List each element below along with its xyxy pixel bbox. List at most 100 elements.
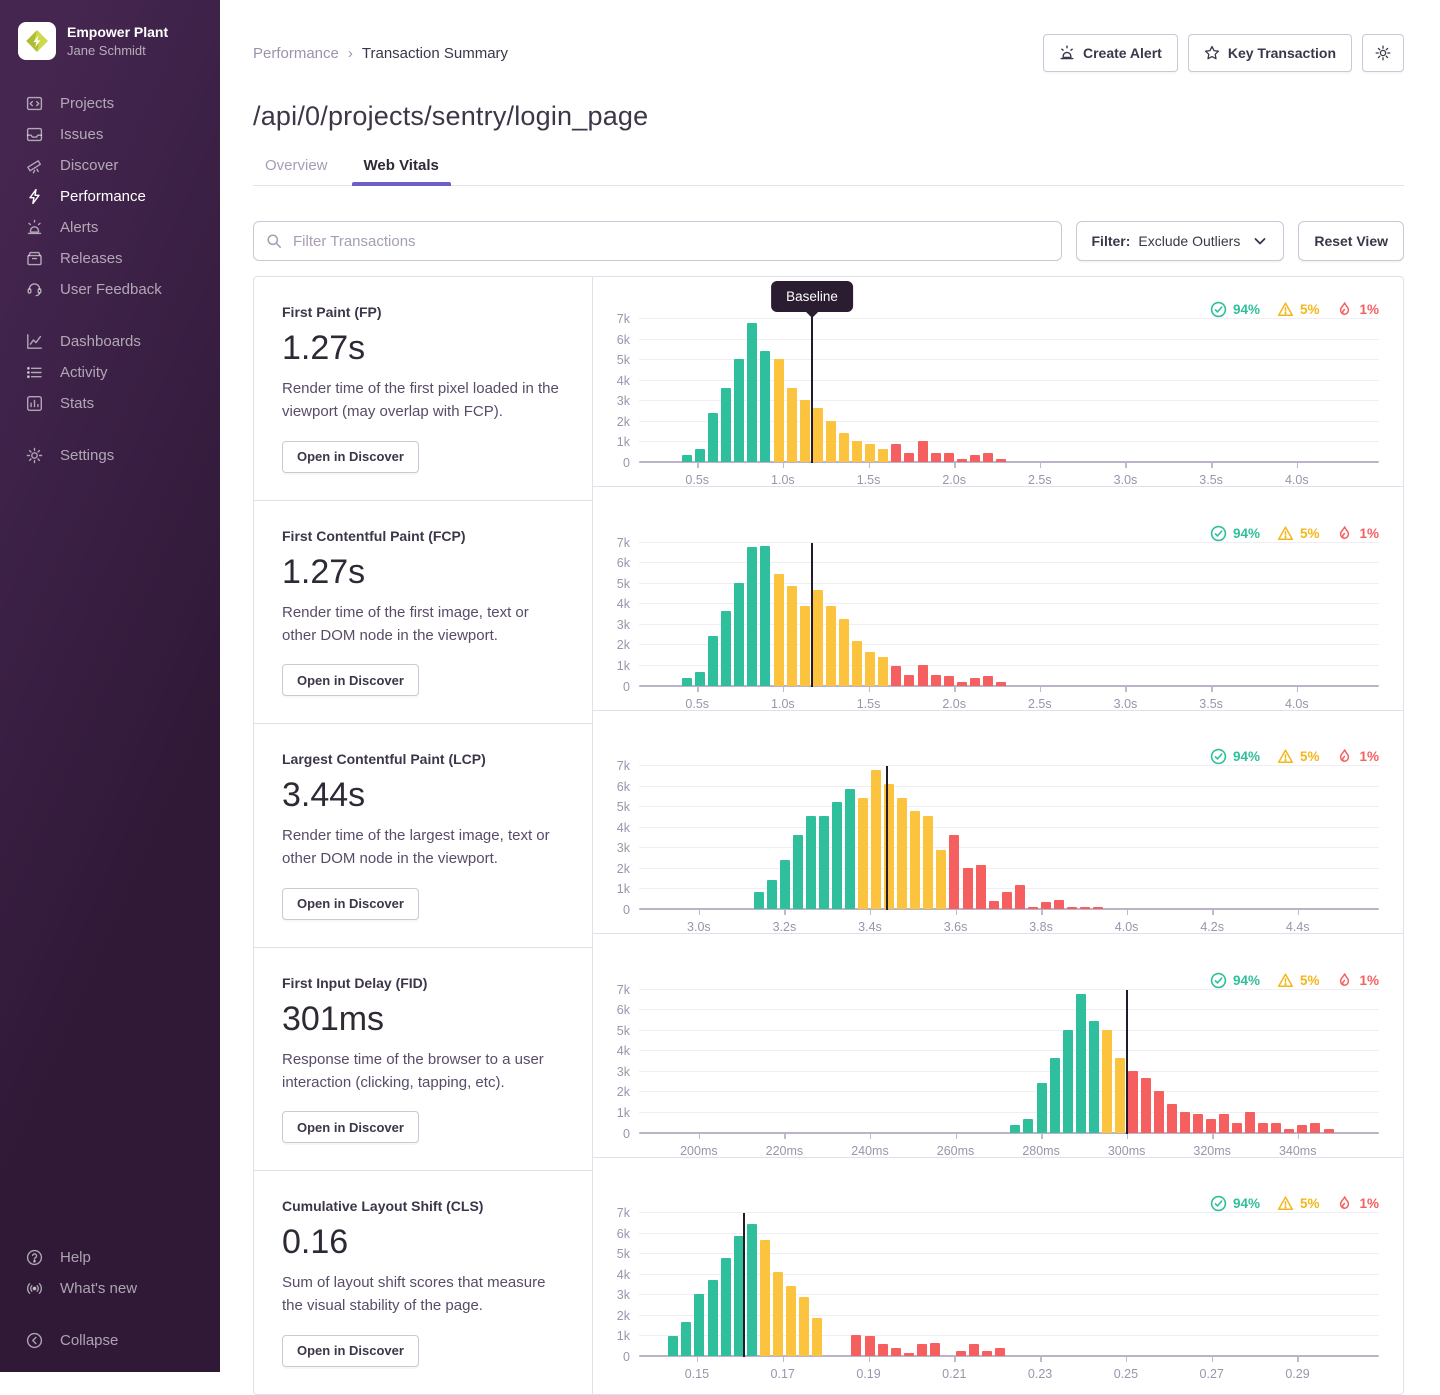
x-axis-label: 0.17 xyxy=(770,1367,795,1381)
histogram-bar-good xyxy=(819,816,829,909)
y-axis-label: 7k xyxy=(616,535,630,550)
filter-dropdown-button[interactable]: Filter: Exclude Outliers xyxy=(1075,221,1285,261)
sidebar-item-dashboards[interactable]: Dashboards xyxy=(0,326,220,357)
y-axis-label: 7k xyxy=(616,759,630,773)
vital-value: 301ms xyxy=(282,999,385,1038)
histogram-bar-meh xyxy=(825,420,836,462)
sidebar-item-label: Releases xyxy=(60,250,123,267)
histogram-bar-good xyxy=(721,387,732,462)
whats-new-icon xyxy=(26,1280,43,1297)
org-switcher[interactable]: Empower Plant Jane Schmidt xyxy=(0,18,220,64)
page-title: /api/0/projects/sentry/login_page xyxy=(253,101,649,131)
sidebar-item-activity[interactable]: Activity xyxy=(0,357,220,388)
org-user: Jane Schmidt xyxy=(67,43,146,59)
reset-view-button[interactable]: Reset View xyxy=(1298,221,1404,261)
sidebar-item-user-feedback[interactable]: User Feedback xyxy=(0,274,220,305)
star-icon xyxy=(1204,45,1219,60)
x-axis-tick xyxy=(1211,463,1213,468)
x-axis-label: 260ms xyxy=(936,1143,975,1158)
histogram-bar-good xyxy=(708,636,719,686)
histogram-bar-poor xyxy=(1180,1111,1191,1133)
histogram-bar-poor xyxy=(903,1352,914,1356)
histogram-bar-poor xyxy=(982,1350,993,1356)
fire-icon xyxy=(1340,972,1350,986)
chart-legend: 94% 5% 1% xyxy=(1210,972,1379,989)
sidebar-item-performance[interactable]: Performance xyxy=(0,181,220,212)
user-feedback-icon xyxy=(26,281,43,298)
gridline xyxy=(639,785,1379,787)
x-axis-tick xyxy=(1297,1133,1300,1139)
breadcrumb-performance[interactable]: Performance xyxy=(253,44,339,62)
histogram-bar-good xyxy=(1023,1119,1034,1133)
key-transaction-button[interactable]: Key Transaction xyxy=(1187,34,1352,72)
x-axis-label: 0.27 xyxy=(1199,1367,1224,1381)
open-in-discover-button[interactable]: Open in Discover xyxy=(282,1334,419,1367)
histogram-bar-good xyxy=(792,834,803,909)
baseline-line xyxy=(743,1213,746,1357)
sidebar-item-discover[interactable]: Discover xyxy=(0,150,220,181)
stats-icon xyxy=(26,395,43,412)
gridline xyxy=(639,1273,1379,1275)
x-axis-tick xyxy=(1125,686,1127,692)
sidebar-item-stats[interactable]: Stats xyxy=(0,388,220,419)
x-axis-tick xyxy=(954,686,956,692)
x-axis-label: 0.29 xyxy=(1285,1367,1310,1381)
chart-legend: 94% 5% 1% xyxy=(1210,1195,1379,1212)
gridline xyxy=(639,644,1379,646)
y-axis-label: 5k xyxy=(616,1023,630,1038)
gridline xyxy=(639,826,1379,828)
fire-icon xyxy=(1340,749,1350,763)
histogram-bar-good xyxy=(747,323,758,462)
open-in-discover-button[interactable]: Open in Discover xyxy=(282,664,419,696)
sidebar-item-label: Alerts xyxy=(60,219,99,236)
gridline xyxy=(639,1070,1379,1072)
sidebar-item-releases[interactable]: Releases xyxy=(0,243,220,274)
vital-description: Render time of the first image, text or … xyxy=(282,603,529,644)
vital-info-fcp: First Contentful Paint (FCP) 1.27s Rende… xyxy=(254,500,593,724)
sidebar-item-alerts[interactable]: Alerts xyxy=(0,212,220,243)
x-axis-tick xyxy=(1041,910,1043,915)
vital-value: 1.27s xyxy=(282,552,366,591)
sidebar-item-what-s-new[interactable]: What's new xyxy=(0,1273,220,1304)
vital-chart-fid: 94% 5% 1% 0 1k 2k 3k 4k 5k 6k 7k 200ms 220ms 240ms… xyxy=(593,948,1403,1158)
y-axis-label: 0 xyxy=(623,456,630,470)
baseline-line xyxy=(886,766,889,910)
vital-description: Sum of layout shift scores that measure … xyxy=(282,1274,546,1315)
histogram-bar-poor xyxy=(1053,899,1064,909)
legend-poor-value: 1% xyxy=(1359,972,1379,988)
search-input[interactable] xyxy=(253,221,1062,261)
sidebar-item-collapse[interactable]: Collapse xyxy=(0,1325,220,1356)
create-alert-button[interactable]: Create Alert xyxy=(1042,34,1178,72)
gridline xyxy=(639,359,1379,361)
vital-info-fp: First Paint (FP) 1.27s Render time of th… xyxy=(254,277,593,501)
settings-gear-button[interactable] xyxy=(1362,34,1404,72)
x-axis-tick xyxy=(698,1133,701,1139)
histogram-bar-good xyxy=(1049,1058,1060,1133)
open-in-discover-button[interactable]: Open in Discover xyxy=(282,887,419,920)
sidebar-item-help[interactable]: Help xyxy=(0,1242,220,1273)
histogram-bar-poor xyxy=(982,676,993,686)
tab-web-vitals[interactable]: Web Vitals xyxy=(351,157,452,186)
sidebar-item-projects[interactable]: Projects xyxy=(0,88,220,119)
open-in-discover-button[interactable]: Open in Discover xyxy=(282,1111,419,1143)
legend-warning-value: 5% xyxy=(1299,525,1320,541)
x-axis-tick xyxy=(698,910,701,915)
vital-value: 1.27s xyxy=(282,329,366,367)
sidebar-item-issues[interactable]: Issues xyxy=(0,119,220,150)
sidebar-item-label: Help xyxy=(60,1249,91,1266)
histogram-bar-meh xyxy=(799,1297,810,1356)
histogram-bar-good xyxy=(721,611,732,686)
gridline xyxy=(639,765,1379,766)
org-logo xyxy=(18,22,56,60)
open-in-discover-button[interactable]: Open in Discover xyxy=(282,440,419,473)
vital-chart-fp: 94% 5% 1% 0 1k 2k 3k 4k 5k 6k 7k 0.5s 1.0s 1.5s 2.0… xyxy=(593,277,1403,487)
histogram-bar-meh xyxy=(852,641,863,686)
histogram-bar-poor xyxy=(930,675,941,686)
tab-overview[interactable]: Overview xyxy=(265,157,328,174)
x-axis-tick xyxy=(869,1133,872,1139)
histogram-bar-poor xyxy=(1166,1103,1177,1133)
breadcrumb-transaction-summary: Transaction Summary xyxy=(361,44,509,62)
sidebar-item-settings[interactable]: Settings xyxy=(0,440,220,471)
web-vitals-grid: First Paint (FP) 1.27s Render time of th… xyxy=(253,276,1404,1395)
x-axis-tick xyxy=(1126,910,1129,915)
